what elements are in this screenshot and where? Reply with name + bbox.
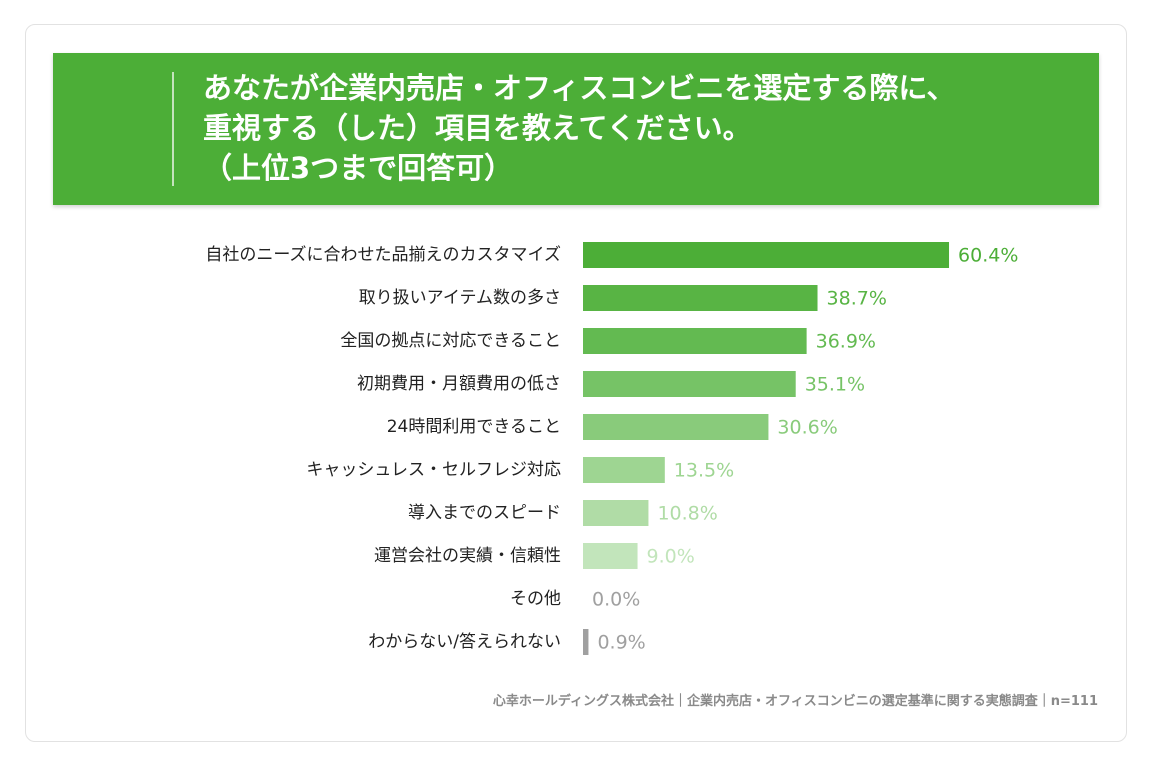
title-line-1: あなたが企業内売店・オフィスコンビニを選定する際に、 <box>203 71 956 105</box>
bar <box>583 242 950 268</box>
bar <box>583 371 796 397</box>
category-label: 自社のニーズに合わせた品揃えのカスタマイズ <box>205 245 561 265</box>
category-label: その他 <box>510 589 561 609</box>
value-label: 0.0% <box>592 589 640 611</box>
value-label: 0.9% <box>597 632 645 654</box>
bar <box>583 328 807 354</box>
bar <box>583 457 665 483</box>
category-label: 全国の拠点に対応できること <box>340 331 561 351</box>
chart-title: あなたが企業内売店・オフィスコンビニを選定する際に、 重視する（した）項目を教え… <box>203 68 1083 188</box>
title-line-2: 重視する（した）項目を教えてください。 <box>203 111 752 145</box>
value-label: 13.5% <box>674 460 734 482</box>
value-label: 35.1% <box>805 374 865 396</box>
value-label: 9.0% <box>647 546 695 568</box>
bar <box>583 629 589 655</box>
footer-source: 心幸ホールディングス株式会社｜企業内売店・オフィスコンビニの選定基準に関する実態… <box>492 694 1098 709</box>
category-label: 取り扱いアイテム数の多さ <box>359 288 561 308</box>
value-label: 36.9% <box>816 331 876 353</box>
category-label: 24時間利用できること <box>387 417 561 437</box>
category-label: 導入までのスピード <box>408 503 561 523</box>
value-label: 30.6% <box>777 417 837 439</box>
title-banner <box>53 53 1099 205</box>
title-divider <box>172 72 174 186</box>
value-label: 60.4% <box>958 245 1018 267</box>
bar <box>583 285 818 311</box>
category-label: 初期費用・月額費用の低さ <box>357 374 561 394</box>
category-label: わからない/答えられない <box>368 632 561 652</box>
value-label: 38.7% <box>827 288 887 310</box>
value-label: 10.8% <box>657 503 717 525</box>
category-label: キャッシュレス・セルフレジ対応 <box>306 460 561 480</box>
category-label: 運営会社の実績・信頼性 <box>374 546 561 566</box>
title-line-3: （上位3つまで回答可） <box>203 151 514 185</box>
bar <box>583 414 769 440</box>
bar <box>583 500 649 526</box>
bar <box>583 543 638 569</box>
